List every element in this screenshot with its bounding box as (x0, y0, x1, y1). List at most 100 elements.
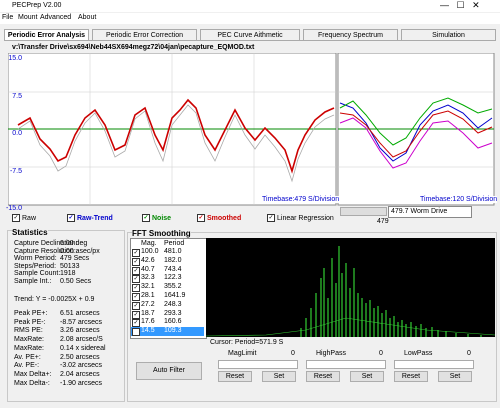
raw-trace (17, 104, 335, 183)
fft-period: 1641.9 (164, 292, 186, 299)
y-tick-label: 0.0 (12, 130, 22, 137)
checkbox-box[interactable]: ✓ (12, 214, 20, 222)
stat-label: Av. PE-: (14, 362, 40, 370)
fft-period: 743.4 (164, 265, 182, 273)
tab[interactable]: Simulation (401, 29, 496, 40)
worm-value: 479 (377, 218, 389, 225)
reset-button[interactable]: Reset (394, 371, 428, 382)
fft-check[interactable]: ✓ (132, 257, 140, 266)
fft-title: FFT Smoothing (132, 229, 191, 238)
statistics-panel (7, 230, 125, 402)
menu-item[interactable]: About (78, 14, 97, 21)
reset-button[interactable]: Reset (218, 371, 252, 382)
timebase-side: Timebase:120 S/Division (420, 196, 498, 203)
control-value: 0 (467, 350, 471, 357)
fft-row[interactable]: ✓ 32.3 122.3 (131, 274, 204, 284)
stat-value: 0.00 deg (60, 240, 88, 247)
fft-check[interactable]: ✓ (132, 310, 140, 319)
stat-label: Steps/Period: (14, 262, 57, 270)
side-trace (339, 117, 493, 169)
stat-label: Capture Resolution: (14, 247, 76, 255)
stat-value: 0.14 x sidereal (60, 344, 106, 352)
plots (8, 53, 495, 206)
y-tick-label: 7.5 (12, 92, 22, 100)
fft-row[interactable]: ✓ 14.5 109.3 (131, 327, 204, 337)
stat-value: 2.04 arcsecs (60, 370, 100, 378)
side-trace (339, 97, 493, 146)
worm-slider[interactable] (340, 207, 387, 216)
fft-panel (127, 232, 497, 402)
spectrum-envelope (206, 317, 495, 337)
window-controls[interactable]: — ☐ ✕ (440, 0, 480, 10)
timebase-main: Timebase:479 S/Division (262, 196, 340, 203)
control-label: LowPass (404, 350, 433, 357)
checkbox-box[interactable]: ✓ (267, 214, 275, 222)
window-title: PECPrep V2.00 (12, 2, 62, 9)
tab[interactable]: Periodic Error Analysis (4, 29, 89, 40)
reset-button[interactable]: Reset (306, 371, 340, 382)
auto-filter-button[interactable]: Auto Filter (136, 362, 202, 380)
menu-item[interactable]: File (2, 14, 14, 21)
stat-value: -8.57 arcsecs (60, 318, 103, 326)
fft-check[interactable]: ✓ (132, 275, 140, 284)
stat-label: RMS PE: (14, 327, 43, 335)
checkbox[interactable]: ✓ Noise (142, 214, 171, 222)
fft-mag: 32.3 (141, 274, 155, 282)
checkbox-box[interactable]: ✓ (142, 214, 150, 222)
fft-check[interactable]: ✓ (132, 293, 140, 301)
stat-value: 2.08 arcsec/S (60, 336, 103, 344)
checkbox-box[interactable]: ✓ (67, 214, 75, 222)
set-button[interactable]: Set (438, 371, 472, 382)
checkbox[interactable]: ✓ Raw (12, 214, 36, 222)
slider[interactable] (306, 360, 386, 369)
checkbox-box[interactable]: ✓ (197, 214, 205, 222)
fft-row[interactable]: ✓ 18.7 293.3 (131, 310, 204, 319)
fft-mag: 27.2 (141, 300, 155, 308)
stat-label: Peak PE+: (14, 310, 48, 317)
slider[interactable] (218, 360, 298, 369)
fft-row[interactable]: ✓ 27.2 248.3 (131, 301, 204, 310)
fft-row[interactable]: ✓ 40.7 743.4 (131, 266, 204, 275)
slider[interactable] (394, 360, 474, 369)
checkbox[interactable]: ✓ Smoothed (197, 214, 241, 222)
stat-value: 2.50 arcsecs (60, 353, 100, 361)
fft-row[interactable]: ✓ 42.6 182.0 (131, 257, 204, 266)
checkbox[interactable]: ✓ Linear Regression (267, 214, 334, 222)
fft-mag: 100.0 (141, 248, 159, 255)
stat-label: Av. PE+: (14, 353, 41, 361)
y-tick-label: -15.0 (6, 205, 22, 212)
stat-value: 50133 (60, 262, 80, 270)
stat-value: 1918 (60, 270, 76, 277)
tab[interactable]: Frequency Spectrum (303, 29, 398, 40)
tab[interactable]: PEC Curve Aithmetic (200, 29, 300, 40)
fft-period: 248.3 (164, 300, 182, 308)
fft-column: Mag. (141, 240, 157, 247)
worm-dropdown[interactable]: 479.7 Worm Drive (388, 206, 472, 218)
checkbox-label: Raw-Trend (77, 214, 113, 222)
fft-list[interactable]: Mag. Period ✓ 100.0 481.0 ✓ 42.6 182.0 ✓ 40.7 743.… (130, 238, 207, 339)
fft-row[interactable]: ✓ 28.1 1641.9 (131, 292, 204, 301)
tab-strip: Periodic Error Analysis Periodic Error Co… (4, 29, 496, 41)
y-tick-label: -7.5 (9, 167, 22, 175)
fft-row[interactable]: ✓ 100.0 481.0 (131, 248, 204, 257)
checkbox[interactable]: ✓ Raw-Trend (67, 214, 113, 222)
control-label: MagLimit (228, 350, 257, 357)
fft-check[interactable]: ✓ (132, 328, 140, 337)
fft-check[interactable]: ✓ (132, 319, 140, 328)
fft-mag: 40.7 (141, 265, 155, 273)
fft-check[interactable]: ✓ (132, 249, 140, 257)
set-button[interactable]: Set (350, 371, 384, 382)
stat-label: MaxRate: (14, 336, 44, 344)
fft-row[interactable]: ✓ 32.1 355.2 (131, 283, 204, 293)
menu-item[interactable]: Advanced (40, 14, 72, 21)
fft-check[interactable]: ✓ (132, 301, 140, 310)
set-button[interactable]: Set (262, 371, 296, 382)
fft-check[interactable]: ✓ (132, 266, 140, 275)
tab[interactable]: Periodic Error Correction (92, 29, 197, 40)
stat-label: Worm Period: (14, 255, 57, 262)
stat-value: 0.00 asec/px (60, 247, 100, 255)
fft-row[interactable]: ✓ 17.6 160.6 (131, 318, 204, 328)
menu-item[interactable]: Mount (18, 14, 38, 21)
fft-check[interactable]: ✓ (132, 284, 140, 293)
